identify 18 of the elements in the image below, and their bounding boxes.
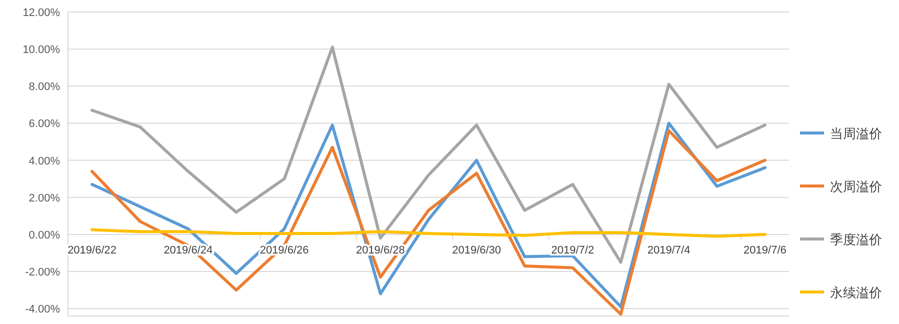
y-tick-label: -2.00% <box>25 266 60 279</box>
y-tick-label: -4.00% <box>25 304 60 316</box>
y-tick-label: 0.00% <box>28 229 60 242</box>
x-tick-label: 2019/6/22 <box>68 244 116 256</box>
legend-label: 当周溢价 <box>830 126 882 141</box>
y-tick-label: 8.00% <box>28 81 60 94</box>
x-tick-label: 2019/6/30 <box>452 244 502 256</box>
x-tick-label: 2019/7/2 <box>551 244 594 256</box>
y-tick-label: 10.00% <box>22 44 60 56</box>
y-tick-label: 2.00% <box>28 192 60 204</box>
x-tick-label: 2019/7/4 <box>647 244 690 256</box>
y-tick-label: 4.00% <box>28 155 60 168</box>
legend-label: 次周溢价 <box>830 179 882 194</box>
y-tick-label: 12.00% <box>22 7 60 19</box>
legend-label: 季度溢价 <box>830 232 882 247</box>
legend-label: 永续溢价 <box>830 285 882 300</box>
y-tick-label: 6.00% <box>28 118 60 130</box>
x-tick-label: 2019/7/6 <box>744 244 786 256</box>
